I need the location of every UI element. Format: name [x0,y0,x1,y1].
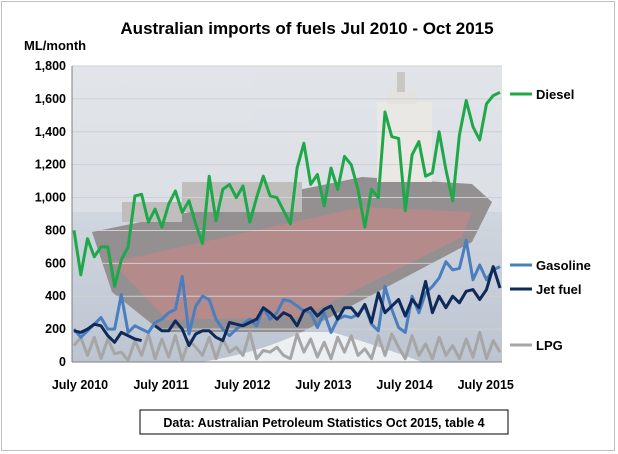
x-tick-label: July 2012 [214,378,270,392]
tanker-ship-photo [72,66,502,362]
y-tick-labels: 0 200 400 600 800 1,000 1,200 1,400 1,600 1,800 [35,59,66,369]
series-lines [72,90,502,362]
legend-lpg: LPG [536,338,563,353]
y-tick-label: 200 [45,322,66,336]
series-line-jet-fuel [73,265,502,348]
y-tick-label: 1,800 [35,59,66,73]
x-tick-labels: July 2010 July 2011 July 2012 July 2013 July… [52,378,514,392]
x-tick-label: July 2014 [376,378,432,392]
x-tick-label: July 2013 [295,378,351,392]
legend-diesel: Diesel [536,87,574,102]
legend-jet-fuel: Jet fuel [536,282,582,297]
chart-title: Australian imports of fuels Jul 2010 - O… [120,19,493,38]
x-tick-label: July 2011 [133,378,189,392]
x-tick-label: July 2010 [52,378,108,392]
series-line-gasoline [72,238,501,339]
source-box [139,409,509,435]
y-axis-unit: ML/month [24,38,86,53]
source-note: Data: Australian Petroleum Statistics Oc… [163,416,484,430]
y-tick-label: 1,600 [35,92,66,106]
x-tick-label: July 2015 [458,378,514,392]
y-tick-label: 600 [45,256,66,270]
legend: Diesel Gasoline Jet fuel LPG [510,87,591,353]
y-tick-label: 1,200 [35,158,66,172]
y-tick-label: 1,400 [35,125,66,139]
y-tick-label: 800 [45,223,66,237]
y-tick-label: 400 [45,289,66,303]
series-line-diesel [72,90,501,288]
series-line-lpg [72,330,502,362]
legend-gasoline: Gasoline [536,258,591,273]
y-tick-label: 0 [59,355,66,369]
y-tick-label: 1,000 [35,191,66,205]
